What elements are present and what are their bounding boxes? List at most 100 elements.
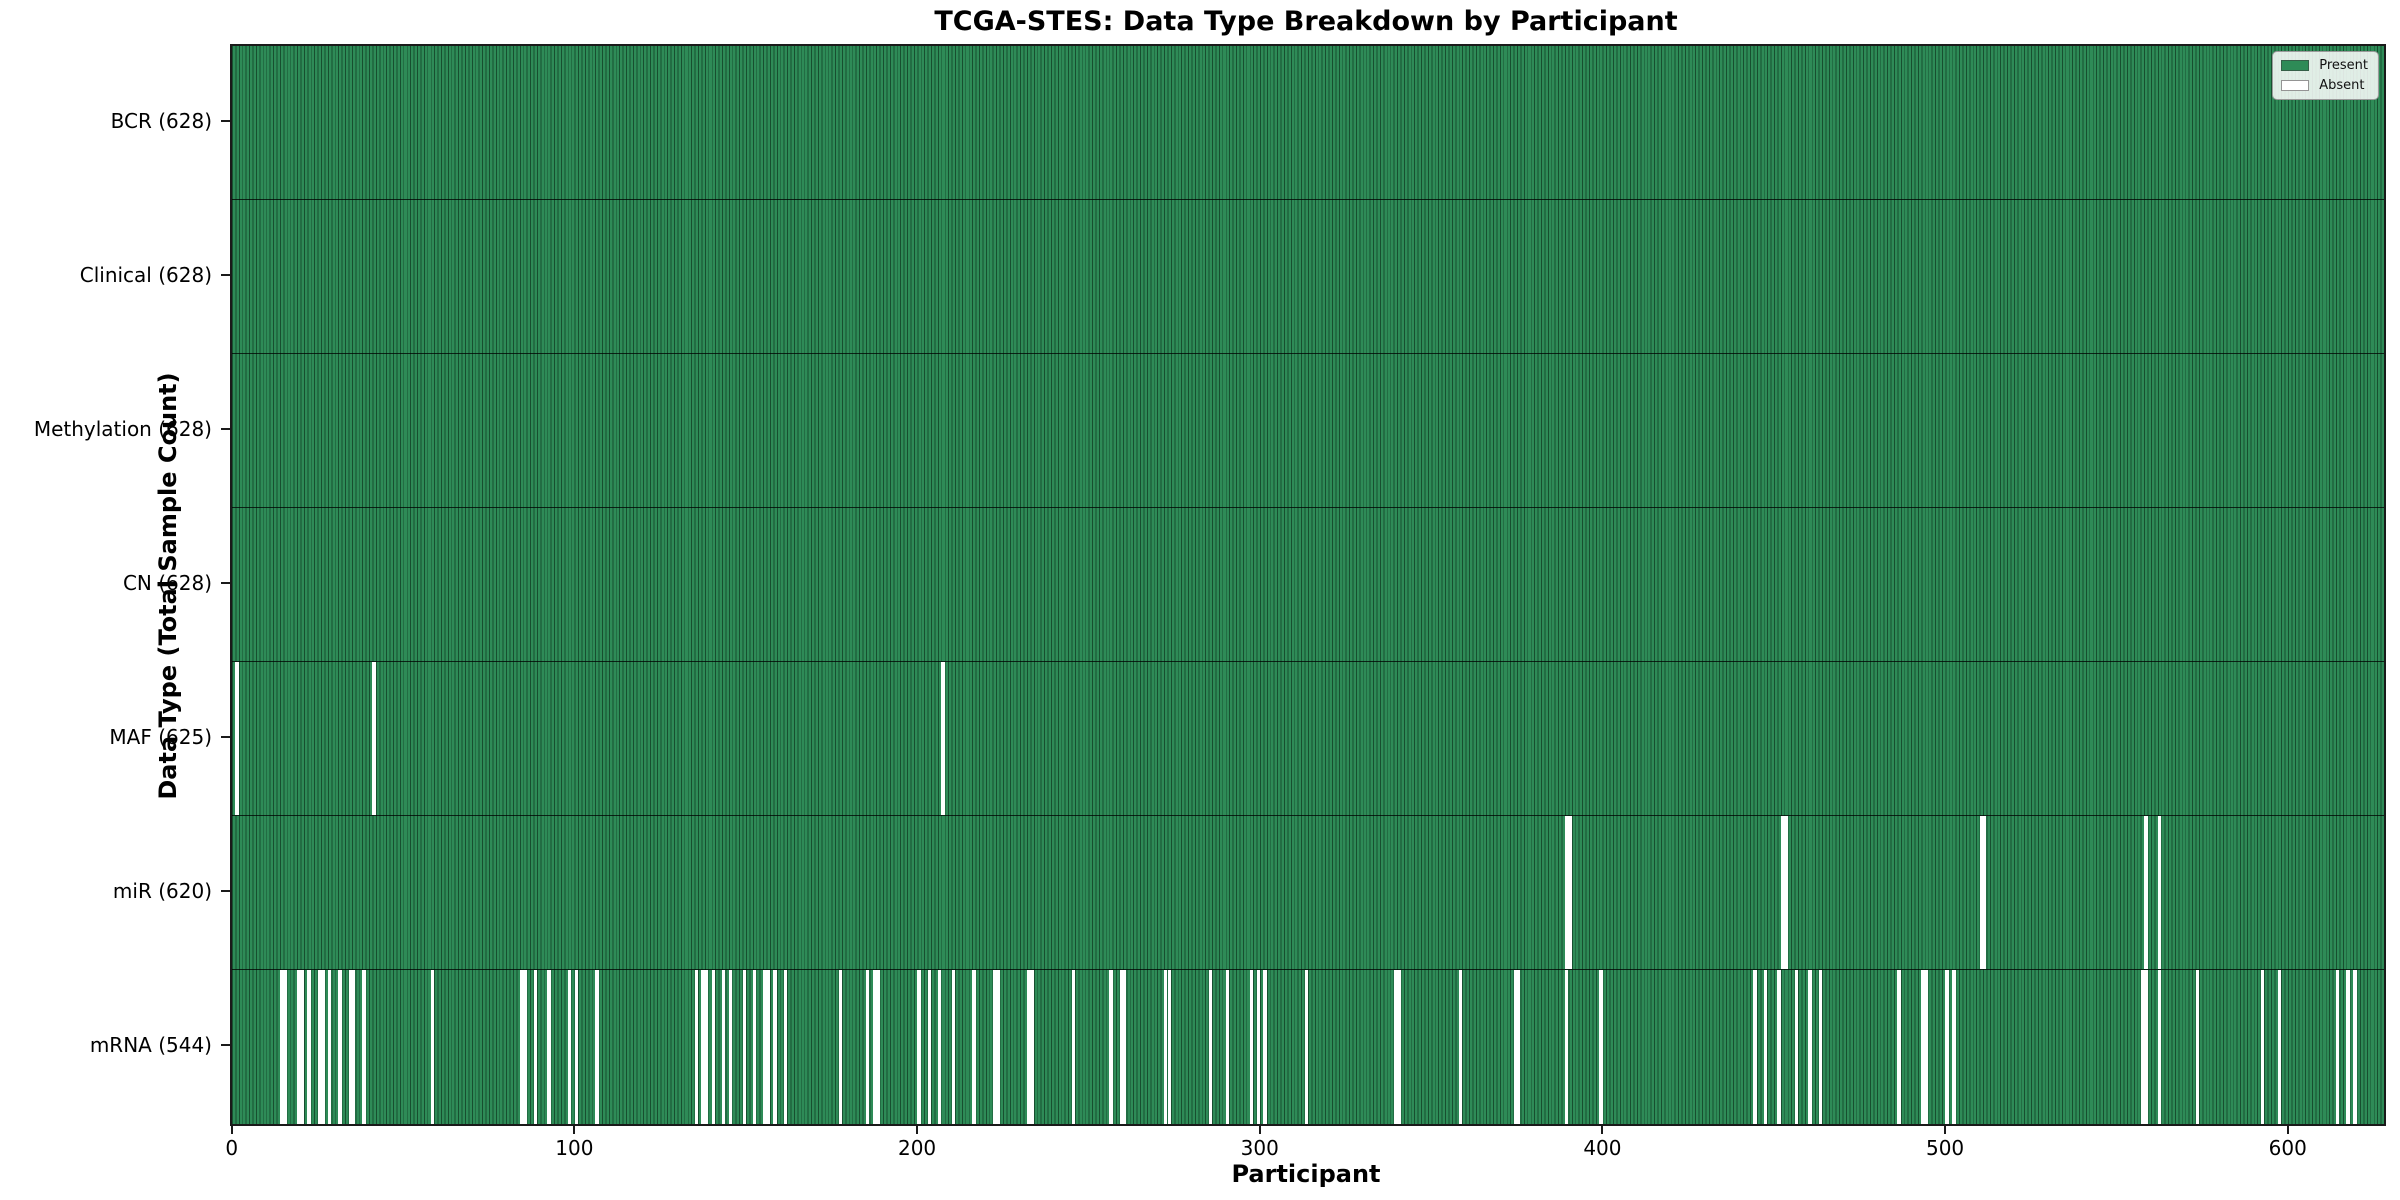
- absent-gap: [917, 970, 921, 1124]
- absent-gap: [2346, 970, 2350, 1124]
- absent-gap: [722, 970, 726, 1124]
- absent-gap: [1794, 970, 1799, 1124]
- absent-gap: [937, 970, 942, 1124]
- absent-gap: [1122, 970, 1127, 1124]
- absent-gap: [523, 970, 527, 1124]
- absent-gap: [1119, 970, 1123, 1124]
- absent-gap: [533, 970, 537, 1124]
- absent-gap: [1897, 970, 1901, 1124]
- absent-gap: [362, 970, 366, 1124]
- absent-gap: [283, 970, 287, 1124]
- absent-gap: [1763, 970, 1768, 1124]
- absent-gap: [728, 970, 733, 1124]
- absent-gap: [574, 970, 579, 1124]
- absent-gap: [876, 970, 880, 1124]
- x-tick-label: 0: [225, 1136, 239, 1160]
- absent-gap: [838, 970, 842, 1124]
- absent-gap: [317, 970, 322, 1124]
- absent-gap: [1167, 970, 1171, 1124]
- absent-gap: [321, 970, 325, 1124]
- absent-gap: [1599, 970, 1603, 1124]
- absent-gap: [1393, 970, 1398, 1124]
- absent-gap: [307, 970, 311, 1124]
- x-tick-label: 100: [555, 1136, 594, 1160]
- y-tick-label-mRNA: mRNA (544): [89, 1033, 212, 1057]
- row-Methylation: [232, 354, 2384, 508]
- plot-area: Present Absent: [230, 44, 2386, 1126]
- legend-label-absent: Absent: [2319, 78, 2365, 93]
- y-tick-mark: [221, 428, 230, 430]
- absent-gap: [1979, 816, 1984, 969]
- absent-gap: [2277, 970, 2282, 1124]
- absent-gap: [567, 970, 572, 1124]
- absent-gap: [865, 970, 870, 1124]
- x-tick-mark: [1601, 1124, 1604, 1134]
- present-swatch: [2281, 60, 2310, 71]
- absent-gap: [519, 970, 524, 1124]
- absent-gap: [1921, 970, 1925, 1124]
- absent-gap: [1517, 970, 1521, 1124]
- absent-gap: [297, 970, 301, 1124]
- absent-gap: [1945, 970, 1949, 1124]
- row-Clinical: [232, 200, 2384, 354]
- row-BCR: [232, 46, 2384, 200]
- absent-gap: [972, 970, 976, 1124]
- row-mRNA: [232, 970, 2384, 1124]
- absent-gap: [951, 970, 956, 1124]
- absent-gap: [2157, 816, 2162, 969]
- absent-gap: [2140, 970, 2145, 1124]
- x-tick-mark: [916, 1124, 919, 1134]
- absent-gap: [351, 970, 356, 1124]
- absent-gap: [2260, 970, 2265, 1124]
- absent-gap: [1458, 970, 1463, 1124]
- absent-gap: [752, 970, 757, 1124]
- absent-gap: [1263, 970, 1267, 1124]
- absent-gap: [872, 970, 877, 1124]
- absent-gap: [1818, 970, 1822, 1124]
- absent-gap: [742, 970, 746, 1124]
- absent-gap: [996, 970, 1000, 1124]
- absent-gap: [1777, 970, 1781, 1124]
- absent-gap: [1753, 970, 1757, 1124]
- y-tick-mark: [221, 736, 230, 738]
- x-tick-label: 400: [1583, 1136, 1622, 1160]
- y-tick-mark: [221, 120, 230, 122]
- absent-gap: [279, 970, 284, 1124]
- y-tick-mark: [221, 274, 230, 276]
- absent-gap: [1952, 970, 1956, 1124]
- legend-label-present: Present: [2319, 58, 2368, 73]
- absent-gap: [1808, 970, 1812, 1124]
- absent-gap: [763, 970, 767, 1124]
- absent-gap: [1030, 970, 1034, 1124]
- x-axis-label: Participant: [1231, 1160, 1381, 1188]
- y-tick-label-MAF: MAF (625): [109, 725, 212, 749]
- absent-gap: [704, 970, 709, 1124]
- absent-gap: [766, 970, 770, 1124]
- absent-gap: [1027, 970, 1031, 1124]
- absent-gap: [1565, 816, 1569, 969]
- x-tick-mark: [230, 1124, 233, 1134]
- legend-item-absent: Absent: [2281, 78, 2368, 93]
- y-tick-mark: [221, 1044, 230, 1046]
- absent-gap: [1256, 970, 1261, 1124]
- absent-gap: [701, 970, 705, 1124]
- absent-gap: [1304, 970, 1308, 1124]
- absent-gap: [595, 970, 599, 1124]
- absent-gap: [783, 970, 788, 1124]
- absent-gap: [547, 970, 551, 1124]
- y-tick-mark: [221, 890, 230, 892]
- y-tick-label-BCR: BCR (628): [110, 109, 212, 133]
- absent-gap: [1784, 816, 1788, 969]
- absent-gap: [1208, 970, 1213, 1124]
- absent-gap: [2195, 970, 2199, 1124]
- absent-gap: [1513, 970, 1518, 1124]
- absent-gap: [372, 662, 376, 815]
- absent-gap: [694, 970, 699, 1124]
- absent-gap: [1164, 970, 1168, 1124]
- y-tick-label-Methylation: Methylation (628): [33, 417, 212, 441]
- absent-gap: [1983, 816, 1987, 969]
- row-CN: [232, 508, 2384, 662]
- absent-gap: [2336, 970, 2340, 1124]
- absent-gap: [1568, 816, 1572, 969]
- x-tick-label: 600: [2268, 1136, 2307, 1160]
